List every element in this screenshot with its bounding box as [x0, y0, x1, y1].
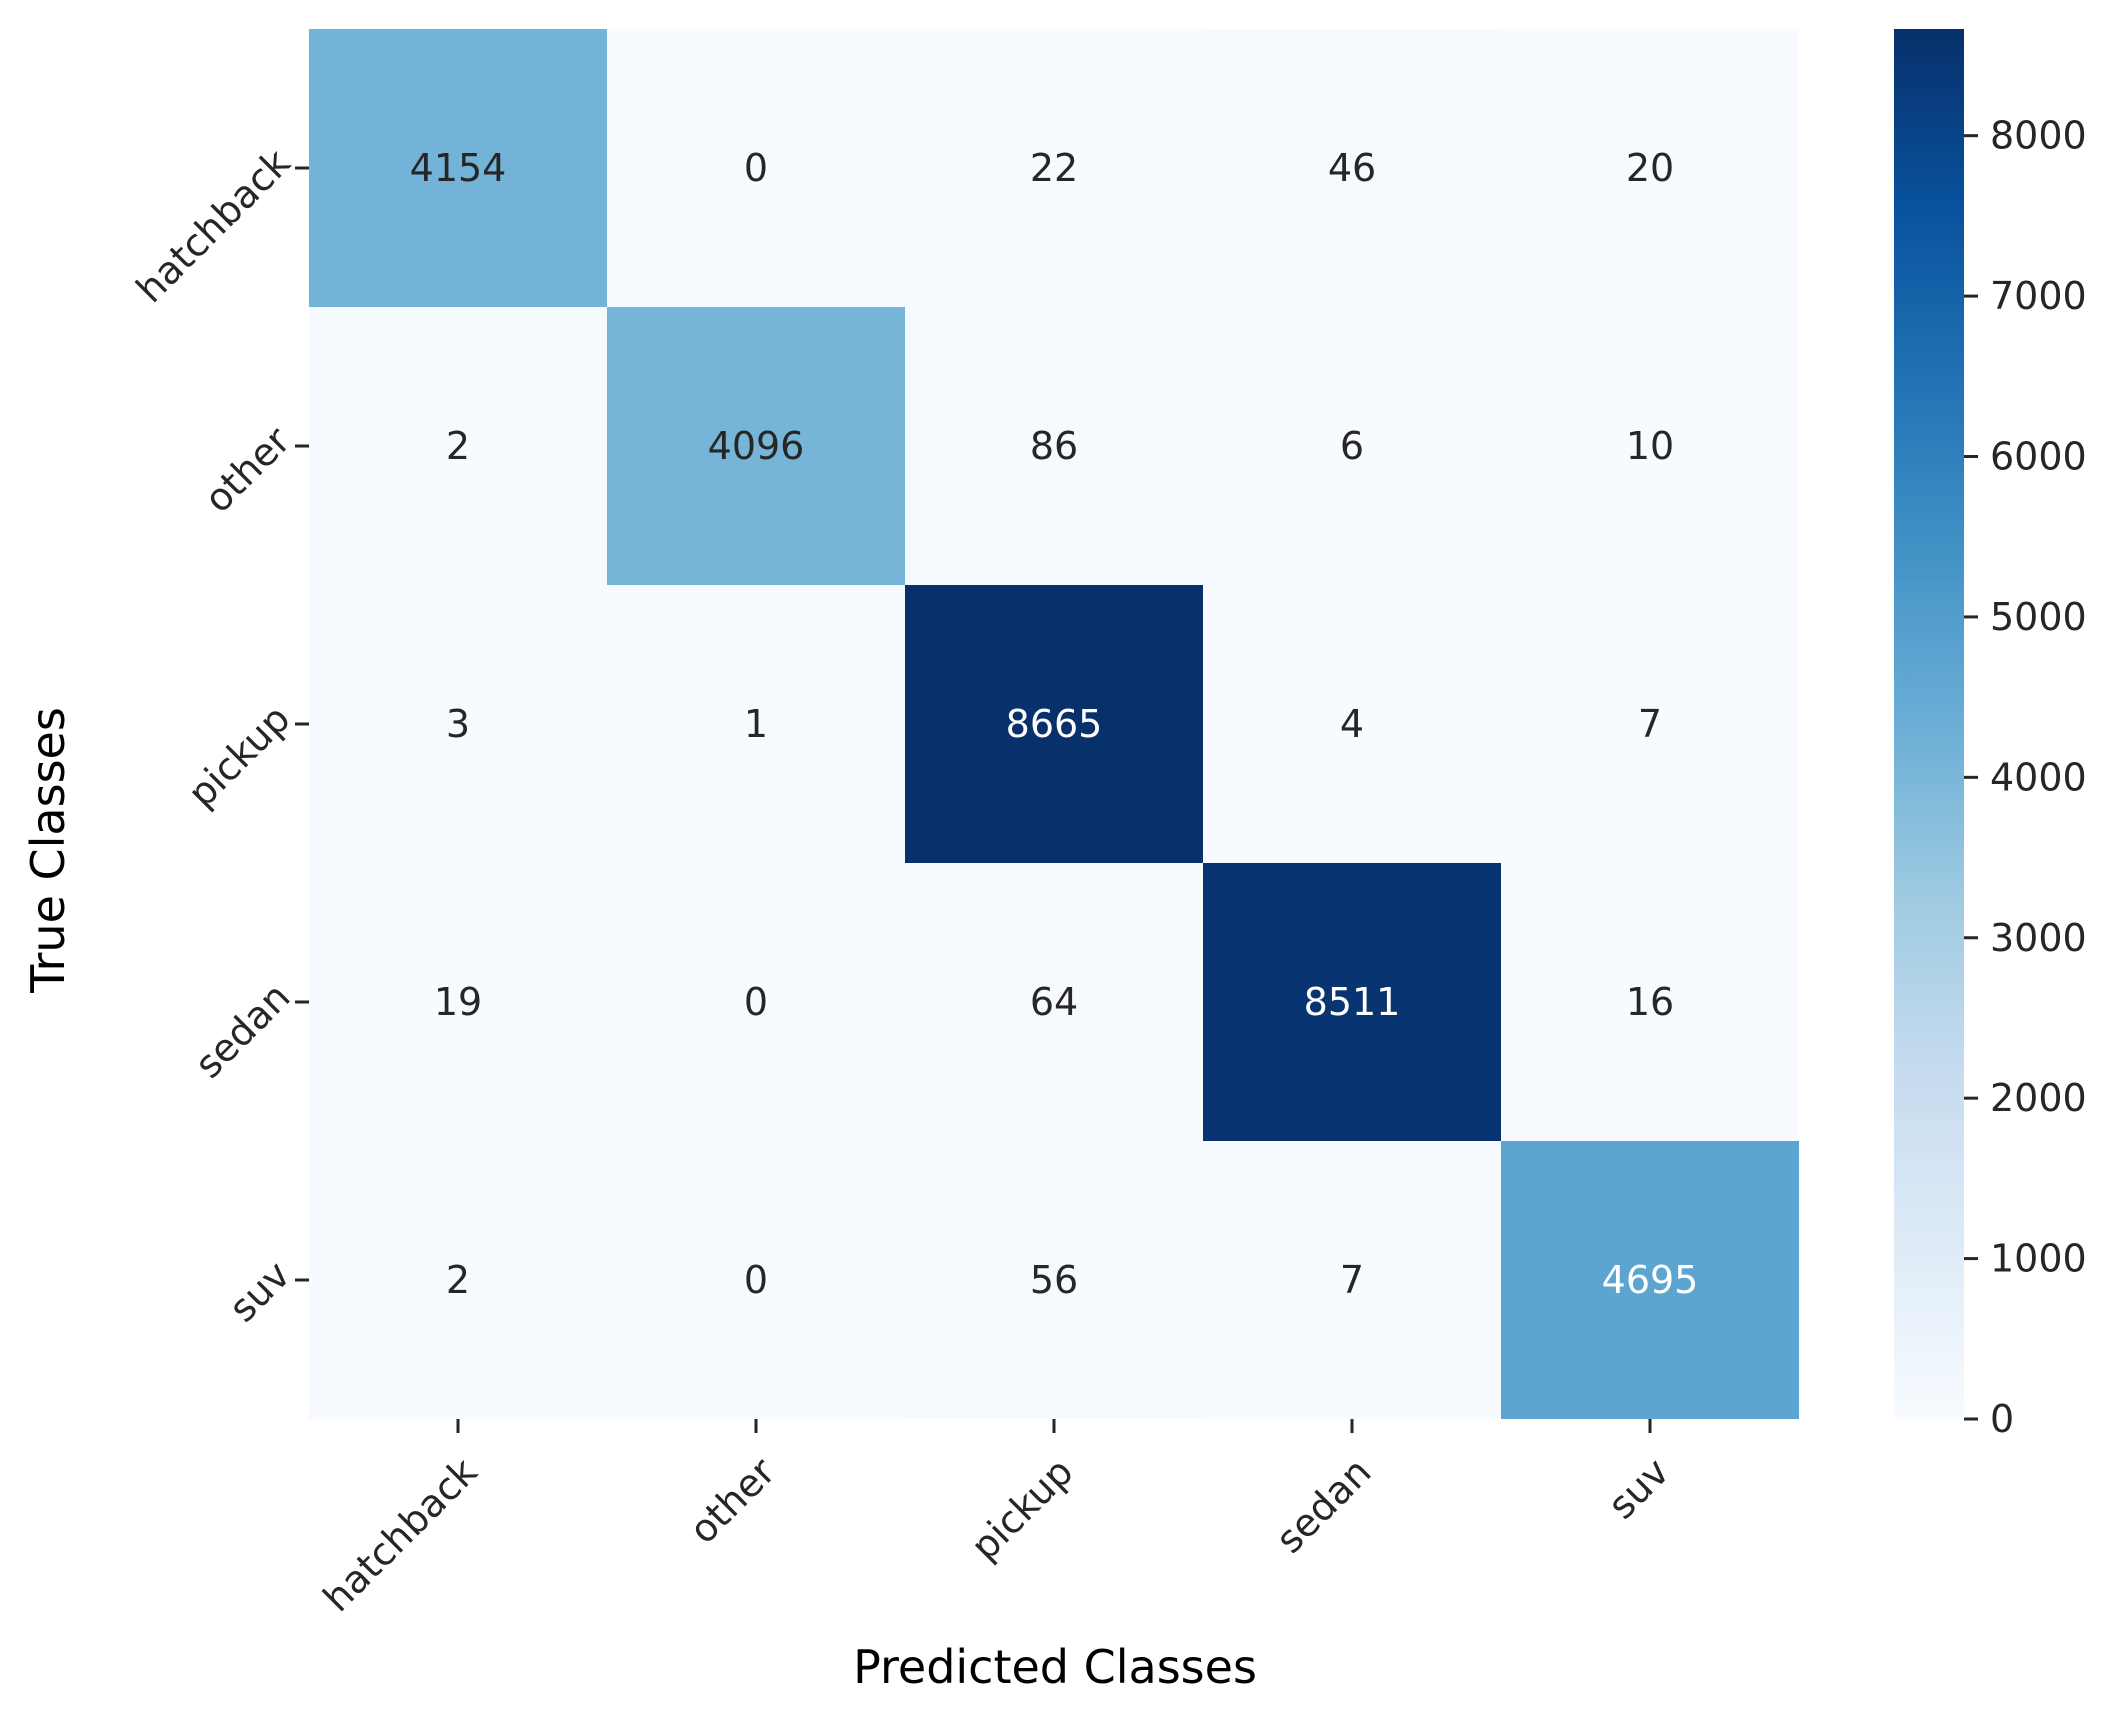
cell-value-label: 4695	[1602, 1258, 1699, 1302]
heatmap-cells: 4154 0 22 46 202 4096 86 6 103 1 8665 4 719 0 64 8511 16…	[309, 29, 1799, 1419]
cell-value-label: 6	[1340, 424, 1364, 468]
colorbar-tick-label: 4000	[1990, 755, 2087, 799]
x-tick-label: pickup	[962, 1449, 1081, 1568]
colorbar-tick-label: 6000	[1990, 435, 2087, 479]
heatmap-cell	[607, 29, 905, 307]
cell-value-label: 4	[1340, 702, 1364, 746]
x-tick-label: sedan	[1267, 1449, 1379, 1561]
colorbar: 0 1000 2000 3000 4000 5000 6000 7000 8000	[1894, 29, 2087, 1441]
heatmap-cell	[905, 1141, 1203, 1419]
cell-value-label: 56	[1030, 1258, 1078, 1302]
colorbar-gradient	[1894, 29, 1964, 1419]
x-tick-label: other	[681, 1449, 784, 1552]
heatmap-cell	[1501, 863, 1799, 1141]
cell-value-label: 7	[1340, 1258, 1364, 1302]
x-axis: hatchback other pickup sedan suv	[315, 1419, 1678, 1620]
heatmap-cell	[309, 585, 607, 863]
heatmap-cell	[905, 863, 1203, 1141]
cell-value-label: 0	[744, 1258, 768, 1302]
heatmap-cell	[1501, 29, 1799, 307]
colorbar-tick-label: 0	[1990, 1397, 2014, 1441]
y-tick-label: suv	[221, 1252, 299, 1330]
cell-value-label: 20	[1626, 146, 1674, 190]
heatmap-cell	[309, 1141, 607, 1419]
cell-value-label: 10	[1626, 424, 1674, 468]
colorbar-tick-label: 7000	[1990, 274, 2087, 318]
heatmap-cell	[905, 29, 1203, 307]
colorbar-tick-label: 2000	[1990, 1076, 2087, 1120]
cell-value-label: 4096	[708, 424, 805, 468]
colorbar-tick-label: 3000	[1990, 916, 2087, 960]
heatmap-cell	[1203, 863, 1501, 1141]
heatmap-cell	[1203, 307, 1501, 585]
cell-value-label: 8511	[1304, 980, 1401, 1024]
heatmap-cell	[607, 1141, 905, 1419]
y-axis: hatchback other pickup sedan suv	[128, 140, 309, 1330]
cell-value-label: 3	[446, 702, 470, 746]
y-tick-label: other	[196, 418, 299, 521]
cell-value-label: 8665	[1006, 702, 1103, 746]
colorbar-tick-label: 8000	[1990, 114, 2087, 158]
cell-value-label: 46	[1328, 146, 1376, 190]
heatmap-cell	[1203, 1141, 1501, 1419]
heatmap-cell	[309, 307, 607, 585]
cell-value-label: 2	[446, 424, 470, 468]
heatmap-cell	[905, 307, 1203, 585]
x-tick-label: suv	[1600, 1449, 1678, 1527]
heatmap-cell	[1501, 585, 1799, 863]
colorbar-tick-label: 5000	[1990, 595, 2087, 639]
y-axis-title: True Classes	[21, 707, 75, 994]
heatmap-cell	[905, 585, 1203, 863]
cell-value-label: 0	[744, 146, 768, 190]
x-tick-label: hatchback	[315, 1449, 486, 1620]
cell-value-label: 2	[446, 1258, 470, 1302]
x-axis-title: Predicted Classes	[853, 1640, 1257, 1694]
cell-value-label: 1	[744, 702, 768, 746]
cell-value-label: 22	[1030, 146, 1078, 190]
heatmap-cell	[1501, 307, 1799, 585]
cell-value-label: 19	[434, 980, 482, 1024]
heatmap-cell	[1203, 29, 1501, 307]
heatmap-cell	[607, 863, 905, 1141]
y-tick-label: sedan	[186, 974, 298, 1086]
cell-value-label: 4154	[410, 146, 507, 190]
y-tick-label: hatchback	[128, 140, 299, 311]
cell-value-label: 0	[744, 980, 768, 1024]
cell-value-label: 7	[1638, 702, 1662, 746]
cell-value-label: 16	[1626, 980, 1674, 1024]
heatmap-cell	[607, 307, 905, 585]
cell-value-label: 64	[1030, 980, 1078, 1024]
colorbar-tick-label: 1000	[1990, 1237, 2087, 1281]
y-tick-label: pickup	[179, 696, 298, 815]
heatmap-cell	[309, 29, 607, 307]
cell-value-label: 86	[1030, 424, 1078, 468]
heatmap-cell	[1501, 1141, 1799, 1419]
heatmap-cell	[309, 863, 607, 1141]
heatmap-cell	[1203, 585, 1501, 863]
heatmap-cell	[607, 585, 905, 863]
